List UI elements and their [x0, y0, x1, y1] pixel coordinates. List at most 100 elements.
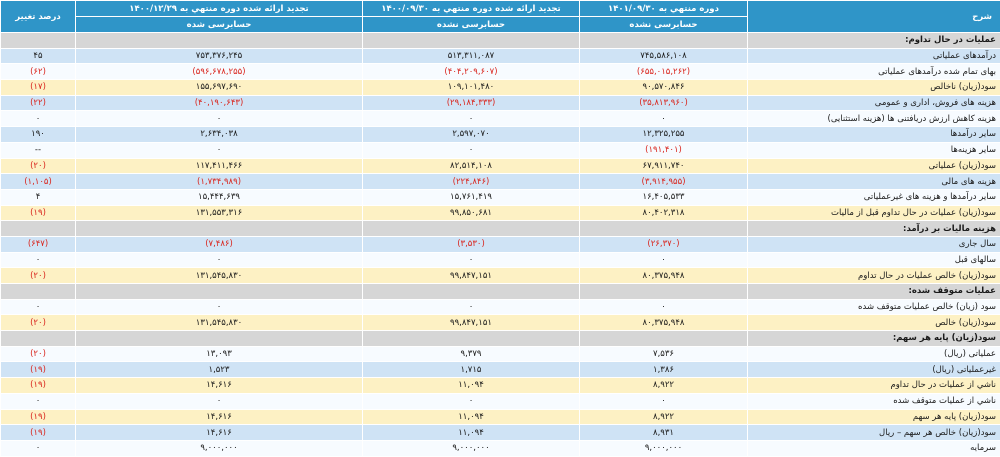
cell-percent-change: (۲۰) [1, 315, 76, 331]
header-percent-change: درصد تغییر [1, 1, 76, 33]
cell-period-1401: ۸,۹۲۲ [580, 378, 748, 394]
cell-period-1400-09: ۰ [363, 299, 580, 315]
cell-period-1401: ۰ [580, 393, 748, 409]
cell-period-1401 [580, 331, 748, 347]
cell-period-1401: ۱۶,۴۰۵,۵۳۳ [580, 189, 748, 205]
row-description: سود(زیان) ناخالص [748, 80, 1000, 96]
cell-period-1401: ۸۰,۳۷۵,۹۴۸ [580, 268, 748, 284]
row-description: عملیات متوقف شده: [748, 284, 1000, 300]
cell-period-1400-09: ۹۹,۸۴۷,۱۵۱ [363, 315, 580, 331]
cell-period-1401: ۸,۹۲۲ [580, 409, 748, 425]
cell-percent-change: (۶۲) [1, 64, 76, 80]
cell-period-1400-12: ۰ [76, 393, 363, 409]
cell-period-1400-12: ۱۴,۶۱۶ [76, 378, 363, 394]
cell-percent-change [1, 331, 76, 347]
row-description: هزینه مالیات بر درآمد: [748, 221, 1000, 237]
cell-period-1400-09 [363, 284, 580, 300]
row-description: سود(زیان) عملیاتی [748, 158, 1000, 174]
row-description: عملیات در حال تداوم: [748, 33, 1000, 49]
cell-percent-change: -- [1, 142, 76, 158]
header-description: شرح [748, 1, 1000, 33]
cell-percent-change: ۴ [1, 189, 76, 205]
cell-period-1400-12 [76, 284, 363, 300]
table-row: سال جاری(۲۶,۳۷۰)(۳,۵۳۰)(۷,۴۸۶)(۶۴۷) [1, 236, 1000, 252]
cell-period-1400-09: (۴۰۴,۲۰۹,۶۰۷) [363, 64, 580, 80]
cell-period-1400-09 [363, 221, 580, 237]
row-description: عملیاتی (ریال) [748, 346, 1000, 362]
cell-period-1400-12: ۱,۵۲۳ [76, 362, 363, 378]
cell-period-1400-09: ۰ [363, 393, 580, 409]
cell-period-1401: ۷۴۵,۵۸۶,۱۰۸ [580, 48, 748, 64]
header-period-1400-09: تجدید ارائه شده دوره منتهي به ۱۴۰۰/۰۹/۳۰ [363, 1, 580, 17]
row-description: سود(زیان) پایه هر سهم [748, 409, 1000, 425]
cell-percent-change [1, 284, 76, 300]
table-row: هزینه های فروش، اداری و عمومی(۳۵,۸۱۳,۹۶۰… [1, 95, 1000, 111]
row-description: هزینه کاهش ارزش دریافتنی ها (هزینه استثن… [748, 111, 1000, 127]
table-row: هزینه کاهش ارزش دریافتنی ها (هزینه استثن… [1, 111, 1000, 127]
cell-percent-change: ۰ [1, 111, 76, 127]
row-description: غیرعملیاتی (ریال) [748, 362, 1000, 378]
section-row: عملیات در حال تداوم: [1, 33, 1000, 49]
cell-period-1400-12: (۱,۷۳۴,۹۸۹) [76, 174, 363, 190]
cell-period-1401: (۲۶,۳۷۰) [580, 236, 748, 252]
cell-period-1400-09: ۱,۷۱۵ [363, 362, 580, 378]
table-header: شرح دوره منتهي به ۱۴۰۱/۰۹/۳۰ تجدید ارائه… [1, 1, 1000, 33]
row-description: سال جاری [748, 236, 1000, 252]
cell-period-1401 [580, 284, 748, 300]
cell-period-1400-12: ۱۴,۶۱۶ [76, 409, 363, 425]
cell-percent-change: ۴۵ [1, 48, 76, 64]
cell-period-1401: ۰ [580, 111, 748, 127]
cell-period-1401: ۶۷,۹۱۱,۷۴۰ [580, 158, 748, 174]
row-description: سایر درآمدها [748, 127, 1000, 143]
cell-period-1400-09: ۸۲,۵۱۴,۱۰۸ [363, 158, 580, 174]
row-description: ناشي از عملیات متوقف شده [748, 393, 1000, 409]
cell-period-1400-12: (۴۰,۱۹۰,۶۴۳) [76, 95, 363, 111]
cell-percent-change: (۱۷) [1, 80, 76, 96]
cell-period-1400-12: ۰ [76, 299, 363, 315]
cell-period-1400-09: ۹,۳۷۹ [363, 346, 580, 362]
cell-period-1400-09: ۱۱,۰۹۴ [363, 409, 580, 425]
table-row: بهای تمام شده درآمدهای عملیاتی(۶۵۵,۰۱۵,۲… [1, 64, 1000, 80]
cell-period-1400-12 [76, 33, 363, 49]
cell-period-1401: ۰ [580, 252, 748, 268]
cell-period-1401: (۶۵۵,۰۱۵,۲۶۲) [580, 64, 748, 80]
cell-percent-change: (۱۹) [1, 362, 76, 378]
cell-period-1401: ۸,۹۳۱ [580, 425, 748, 441]
cell-period-1401: ۱,۳۸۶ [580, 362, 748, 378]
cell-period-1400-12 [76, 221, 363, 237]
cell-percent-change: ۱۹۰ [1, 127, 76, 143]
cell-period-1401 [580, 33, 748, 49]
cell-period-1400-12: ۱۳,۰۹۳ [76, 346, 363, 362]
cell-percent-change: ۰ [1, 252, 76, 268]
row-description: هزینه های فروش، اداری و عمومی [748, 95, 1000, 111]
cell-period-1400-09: (۳,۵۳۰) [363, 236, 580, 252]
cell-period-1401: ۸۰,۴۰۲,۳۱۸ [580, 205, 748, 221]
cell-percent-change [1, 221, 76, 237]
cell-period-1400-09: ۱۱,۰۹۴ [363, 425, 580, 441]
cell-period-1401: (۳,۹۱۴,۹۵۵) [580, 174, 748, 190]
cell-period-1400-09 [363, 331, 580, 347]
cell-period-1400-12: ۱۴,۶۱۶ [76, 425, 363, 441]
row-description: سود(زیان) خالص هر سهم – ریال [748, 425, 1000, 441]
row-description: سود(زیان) عملیات در حال تداوم قبل از مال… [748, 205, 1000, 221]
cell-period-1401: ۱۲,۳۲۵,۲۵۵ [580, 127, 748, 143]
cell-period-1400-12: ۱۳۱,۵۵۳,۳۱۶ [76, 205, 363, 221]
cell-period-1400-12: ۱۳۱,۵۴۵,۸۳۰ [76, 268, 363, 284]
section-row: عملیات متوقف شده: [1, 284, 1000, 300]
cell-period-1400-09: ۰ [363, 142, 580, 158]
header-audit-status-1: حسابرسی نشده [580, 17, 748, 33]
cell-percent-change: (۲۰) [1, 268, 76, 284]
row-description: بهای تمام شده درآمدهای عملیاتی [748, 64, 1000, 80]
cell-period-1401: ۸۰,۳۷۵,۹۴۸ [580, 315, 748, 331]
cell-period-1401 [580, 221, 748, 237]
row-description: سود(زیان) پایه هر سهم: [748, 331, 1000, 347]
